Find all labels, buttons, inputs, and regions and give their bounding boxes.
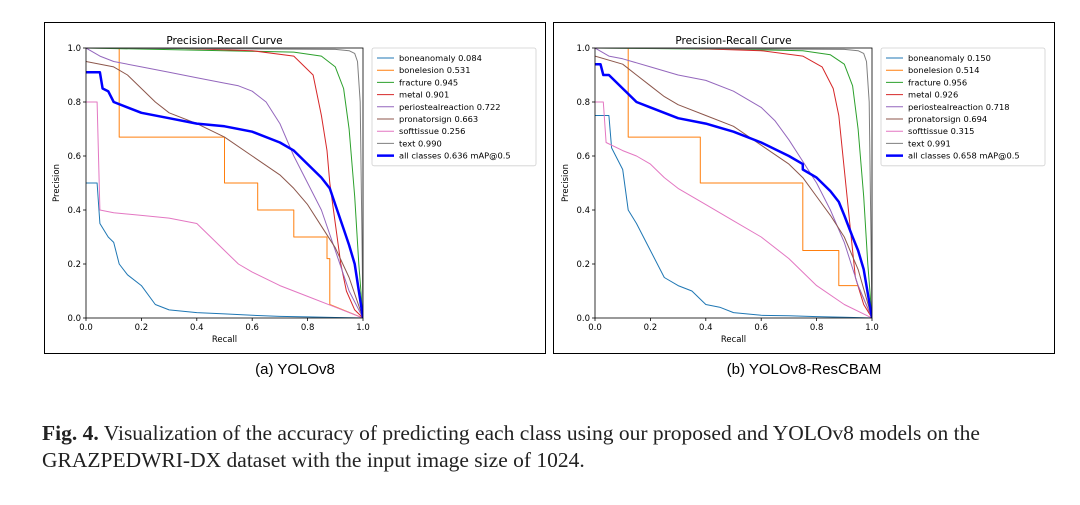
x-tick-label: 1.0 xyxy=(356,323,370,333)
x-tick-label: 1.0 xyxy=(865,323,879,333)
pr-curve-chart-yolov8-rescbam: Precision-Recall Curve 0.0 0.2 0.4 0.6 0.8 1.0… xyxy=(561,35,1046,345)
figure-caption: Fig. 4. Visualization of the accuracy of… xyxy=(42,420,1042,474)
legend-entry-all: all classes 0.636 mAP@0.5 xyxy=(399,151,511,161)
legend-entry-periostealreaction: periostealreaction 0.718 xyxy=(908,102,1010,112)
legend-entry-softtissue: softtissue 0.315 xyxy=(908,126,974,136)
legend-entry-bonelesion: bonelesion 0.514 xyxy=(908,65,979,75)
series-line-pronatorsign xyxy=(86,61,363,318)
series-line-text xyxy=(595,48,872,318)
chart-panel-yolov8-rescbam: Precision-Recall Curve 0.0 0.2 0.4 0.6 0.8 1.0… xyxy=(553,22,1055,354)
x-axis-label: Recall xyxy=(212,335,237,345)
axes-frame xyxy=(85,47,364,319)
series-line-softtissue xyxy=(86,101,363,318)
y-tick-label: 0.4 xyxy=(576,206,590,216)
legend-entry-softtissue: softtissue 0.256 xyxy=(399,126,465,136)
y-tick-label: 1.0 xyxy=(576,44,590,54)
x-tick-label: 0.8 xyxy=(301,323,315,333)
legend-entry-pronatorsign: pronatorsign 0.694 xyxy=(908,114,987,124)
legend-entry-boneanomaly: boneanomaly 0.084 xyxy=(399,53,482,63)
x-tick-label: 0.0 xyxy=(79,323,93,333)
x-tick-label: 0.4 xyxy=(699,323,713,333)
series-line-boneanomaly xyxy=(86,182,363,318)
legend-box xyxy=(371,47,537,167)
legend-entry-pronatorsign: pronatorsign 0.663 xyxy=(399,114,478,124)
series-line-softtissue xyxy=(595,101,872,318)
legend-entry-bonelesion: bonelesion 0.531 xyxy=(399,65,470,75)
y-tick-label: 0.2 xyxy=(576,260,590,270)
legend-entry-fracture: fracture 0.945 xyxy=(399,77,458,87)
y-tick-label: 0.0 xyxy=(67,314,81,324)
legend-entry-text: text 0.991 xyxy=(908,138,951,148)
x-tick-label: 0.8 xyxy=(810,323,824,333)
series-group xyxy=(595,48,872,318)
legend-entry-all: all classes 0.658 mAP@0.5 xyxy=(908,151,1020,161)
y-tick-label: 1.0 xyxy=(67,44,81,54)
x-tick-label: 0.0 xyxy=(588,323,602,333)
x-tick-label: 0.4 xyxy=(190,323,204,333)
y-axis-label: Precision xyxy=(561,164,571,202)
figure-label: Fig. 4. xyxy=(42,421,99,445)
legend-entry-metal: metal 0.926 xyxy=(908,90,958,100)
y-tick-label: 0.0 xyxy=(576,314,590,324)
series-line-fracture xyxy=(595,48,872,318)
legend-entry-metal: metal 0.901 xyxy=(399,90,449,100)
x-tick-label: 0.2 xyxy=(644,323,658,333)
legend-entry-periostealreaction: periostealreaction 0.722 xyxy=(399,102,501,112)
chart-title: Precision-Recall Curve xyxy=(166,35,282,47)
subcaption-yolov8-rescbam: (b) YOLOv8-ResCBAM xyxy=(726,361,882,378)
x-tick-label: 0.6 xyxy=(754,323,768,333)
y-tick-label: 0.6 xyxy=(576,152,590,162)
chart-panel-yolov8: Precision-Recall Curve 0.0 0.2 0.4 0.6 0.8 1.0… xyxy=(44,22,546,354)
axes-frame xyxy=(594,47,873,319)
series-line-bonelesion xyxy=(86,48,363,318)
series-line-text xyxy=(86,48,363,318)
legend-entry-boneanomaly: boneanomaly 0.150 xyxy=(908,53,991,63)
y-axis-label: Precision xyxy=(52,164,62,202)
series-group xyxy=(86,48,363,318)
pr-curve-chart-yolov8: Precision-Recall Curve 0.0 0.2 0.4 0.6 0.8 1.0… xyxy=(52,35,537,345)
x-tick-label: 0.6 xyxy=(245,323,259,333)
legend-box xyxy=(880,47,1046,167)
series-line-metal xyxy=(86,48,363,318)
series-line-boneanomaly xyxy=(595,115,872,318)
y-tick-label: 0.8 xyxy=(67,98,81,108)
y-tick-label: 0.8 xyxy=(576,98,590,108)
legend-entry-text: text 0.990 xyxy=(399,138,442,148)
legend-entry-fracture: fracture 0.956 xyxy=(908,77,967,87)
y-tick-label: 0.4 xyxy=(67,206,81,216)
subcaption-yolov8: (a) YOLOv8 xyxy=(255,361,335,378)
y-tick-label: 0.2 xyxy=(67,260,81,270)
chart-title: Precision-Recall Curve xyxy=(675,35,791,47)
series-line-periostealreaction xyxy=(86,48,363,318)
y-tick-label: 0.6 xyxy=(67,152,81,162)
x-tick-label: 0.2 xyxy=(135,323,149,333)
series-line-all xyxy=(595,62,872,318)
x-axis-label: Recall xyxy=(721,335,746,345)
figure-caption-text: Visualization of the accuracy of predict… xyxy=(42,421,980,472)
series-line-bonelesion xyxy=(595,48,872,318)
series-line-pronatorsign xyxy=(595,55,872,318)
series-line-all xyxy=(86,71,363,318)
